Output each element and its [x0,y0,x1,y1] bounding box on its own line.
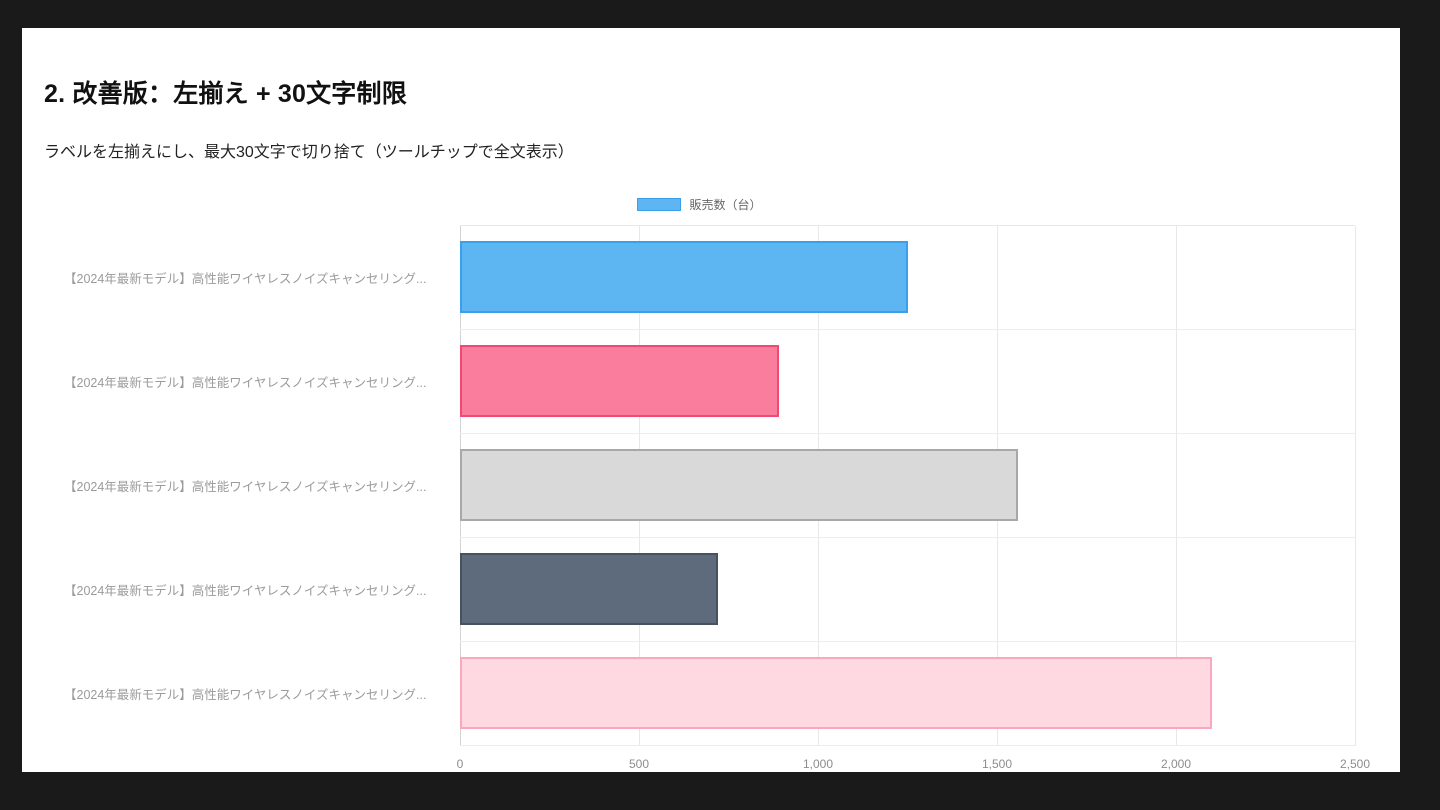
category-label: 【2024年最新モデル】高性能ワイヤレスノイズキャンセリング... [64,583,427,598]
bar-4[interactable] [460,553,718,625]
bar-row [460,330,1355,434]
x-tick-label: 500 [628,757,650,771]
gridline [1355,226,1356,746]
legend-swatch [637,198,682,211]
x-axis: 0 500 1,000 1,500 2,000 2,500 [456,750,1370,776]
x-tick-label: 1,000 [802,757,834,771]
legend-item-sales[interactable]: 販売数（台） [637,196,762,213]
bar-2[interactable] [460,345,779,417]
sales-bar-chart: 販売数（台） 【2024年最新モデル】高性能ワイヤレスノイズキャンセリング...… [44,196,1370,776]
bar-3[interactable] [460,449,1019,521]
category-label: 【2024年最新モデル】高性能ワイヤレスノイズキャンセリング... [64,375,427,390]
x-tick-label: 0 [456,757,464,771]
plot-area [460,225,1356,746]
x-tick-label: 2,000 [1160,757,1192,771]
plot-wrap: 0 500 1,000 1,500 2,000 2,500 [456,225,1370,776]
x-tick-label: 1,500 [981,757,1013,771]
category-label: 【2024年最新モデル】高性能ワイヤレスノイズキャンセリング... [64,479,427,494]
category-label: 【2024年最新モデル】高性能ワイヤレスノイズキャンセリング... [64,687,427,702]
bar-1[interactable] [460,241,908,313]
content-card: 2. 改善版：左揃え + 30文字制限 ラベルを左揃えにし、最大30文字で切り捨… [22,28,1400,772]
chart-legend: 販売数（台） [44,196,1355,213]
x-tick-label: 2,500 [1339,757,1371,771]
gridline [1176,226,1177,746]
bar-row [460,226,1355,330]
section-title: 2. 改善版：左揃え + 30文字制限 [44,80,407,108]
bar-row [460,434,1355,538]
legend-label: 販売数（台） [689,198,762,212]
chart-body: 【2024年最新モデル】高性能ワイヤレスノイズキャンセリング... 【2024年最… [44,225,1370,776]
category-label: 【2024年最新モデル】高性能ワイヤレスノイズキャンセリング... [64,271,427,286]
bar-5[interactable] [460,657,1212,729]
section-subtitle: ラベルを左揃えにし、最大30文字で切り捨て（ツールチップで全文表示） [44,144,574,161]
category-labels: 【2024年最新モデル】高性能ワイヤレスノイズキャンセリング... 【2024年最… [44,225,460,776]
bar-row [460,642,1355,746]
bar-row [460,538,1355,642]
